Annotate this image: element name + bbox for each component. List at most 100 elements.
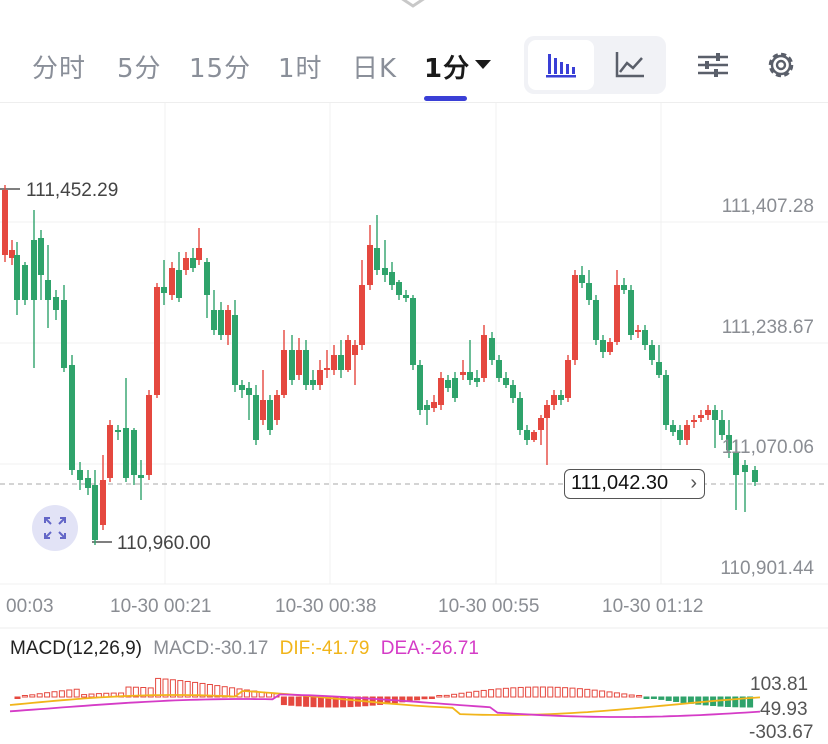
dea-value: DEA:-26.71 <box>380 638 479 659</box>
candle-body <box>196 248 202 260</box>
candle-body <box>481 335 487 378</box>
last-price-tag[interactable]: 111,042.30 › <box>564 469 705 499</box>
candle-body <box>698 415 704 418</box>
macd-histogram-bar <box>310 696 317 708</box>
macd-histogram-bar <box>562 687 569 698</box>
candle-body <box>115 430 121 432</box>
macd-histogram-bar <box>347 696 354 708</box>
macd-histogram-bar <box>554 686 561 698</box>
candle-body <box>572 275 578 360</box>
macd-histogram-bar <box>73 688 80 698</box>
candle-body <box>211 310 217 330</box>
tab-daily[interactable]: 日K <box>352 54 398 84</box>
y-axis-label-2: 111,238.67 <box>721 317 814 338</box>
candle-body <box>289 350 295 380</box>
candle-body <box>274 395 280 420</box>
macd-histogram-bar <box>436 695 443 698</box>
macd-histogram-bar <box>480 689 487 698</box>
macd-histogram-bar <box>517 686 524 698</box>
line-chart-icon[interactable] <box>614 50 646 80</box>
candle-body <box>593 300 599 340</box>
chevron-down-icon[interactable] <box>475 60 491 69</box>
macd-histogram-bar <box>473 690 480 698</box>
candle-body <box>9 250 15 258</box>
macd-histogram-bar <box>81 694 88 698</box>
candle-body <box>396 282 402 295</box>
candle-body <box>565 360 571 398</box>
candle-body <box>190 258 196 268</box>
candle-body <box>558 395 564 400</box>
macd-histogram-bar <box>695 696 702 705</box>
candle-body <box>621 285 627 290</box>
macd-histogram-bar <box>243 689 250 698</box>
candle-body <box>324 368 330 370</box>
candle-body <box>218 310 224 335</box>
macd-histogram-bar <box>636 695 643 698</box>
candle-body <box>474 378 480 382</box>
candle-body <box>204 262 210 295</box>
candle-body <box>253 395 259 440</box>
candle-chart-icon[interactable] <box>545 50 577 80</box>
tab-time-sharing[interactable]: 分时 <box>32 54 87 84</box>
macd-histogram-bar <box>673 696 680 702</box>
gear-icon[interactable] <box>765 49 797 81</box>
candle-body <box>331 355 337 370</box>
candle-body <box>267 400 273 430</box>
candle-body <box>705 410 711 415</box>
macd-histogram-bar <box>443 694 450 698</box>
candle-body <box>100 480 106 525</box>
macd-histogram-bar <box>414 696 421 701</box>
candle-body <box>281 350 287 395</box>
macd-histogram-bar <box>236 688 243 698</box>
candle-body <box>544 405 550 418</box>
candle-body <box>691 420 697 422</box>
macd-histogram-bar <box>547 686 554 698</box>
macd-histogram-bar <box>465 691 472 698</box>
macd-legend[interactable]: MACD(12,26,9) MACD:-30.17 DIF:-41.79 DEA… <box>10 638 485 660</box>
macd-histogram-bar <box>717 696 724 707</box>
fullscreen-button[interactable] <box>32 505 78 551</box>
macd-y-label-3: -303.67 <box>749 722 814 743</box>
last-price-value: 111,042.30 <box>571 472 669 494</box>
candle-body <box>719 420 725 435</box>
macd-histogram-bar <box>51 691 58 698</box>
tab-5min[interactable]: 5分 <box>117 54 162 84</box>
candle-body <box>460 372 466 375</box>
tab-1hour[interactable]: 1时 <box>278 54 323 84</box>
macd-histogram-bar <box>613 692 620 698</box>
candle-body <box>45 280 51 300</box>
candle-body <box>246 388 252 395</box>
tabbar-divider <box>0 102 828 103</box>
candle-body <box>410 298 416 365</box>
tab-15min[interactable]: 15分 <box>189 54 252 84</box>
macd-histogram-bar <box>539 686 546 698</box>
candle-body <box>670 425 676 432</box>
candle-body <box>260 400 266 420</box>
tab-1min[interactable]: 1分 <box>424 54 471 84</box>
macd-histogram-bar <box>221 686 228 698</box>
macd-histogram-bar <box>428 696 435 699</box>
macd-histogram-bar <box>495 688 502 698</box>
candle-body <box>232 315 238 385</box>
macd-histogram-bar <box>14 696 21 699</box>
candle-body <box>538 418 544 430</box>
candle-body <box>169 268 175 295</box>
macd-histogram-bar <box>569 687 576 698</box>
candle-body <box>69 365 75 470</box>
candle-body <box>517 398 523 430</box>
candle-body <box>656 362 662 375</box>
high-price-label: 111,452.29 <box>26 180 119 201</box>
candle-body <box>92 485 98 540</box>
x-axis-label-1: 00:03 <box>6 596 54 617</box>
candle-body <box>107 425 113 478</box>
candle-body <box>345 340 351 370</box>
macd-indicator-name: MACD(12,26,9) <box>10 638 142 659</box>
macd-histogram-bar <box>650 696 657 699</box>
candle-body <box>579 275 585 283</box>
candle-body <box>176 270 182 298</box>
macd-histogram-bar <box>280 696 287 706</box>
macd-histogram-bar <box>739 696 746 708</box>
sliders-icon[interactable] <box>696 50 730 80</box>
macd-histogram-bar <box>162 678 169 698</box>
